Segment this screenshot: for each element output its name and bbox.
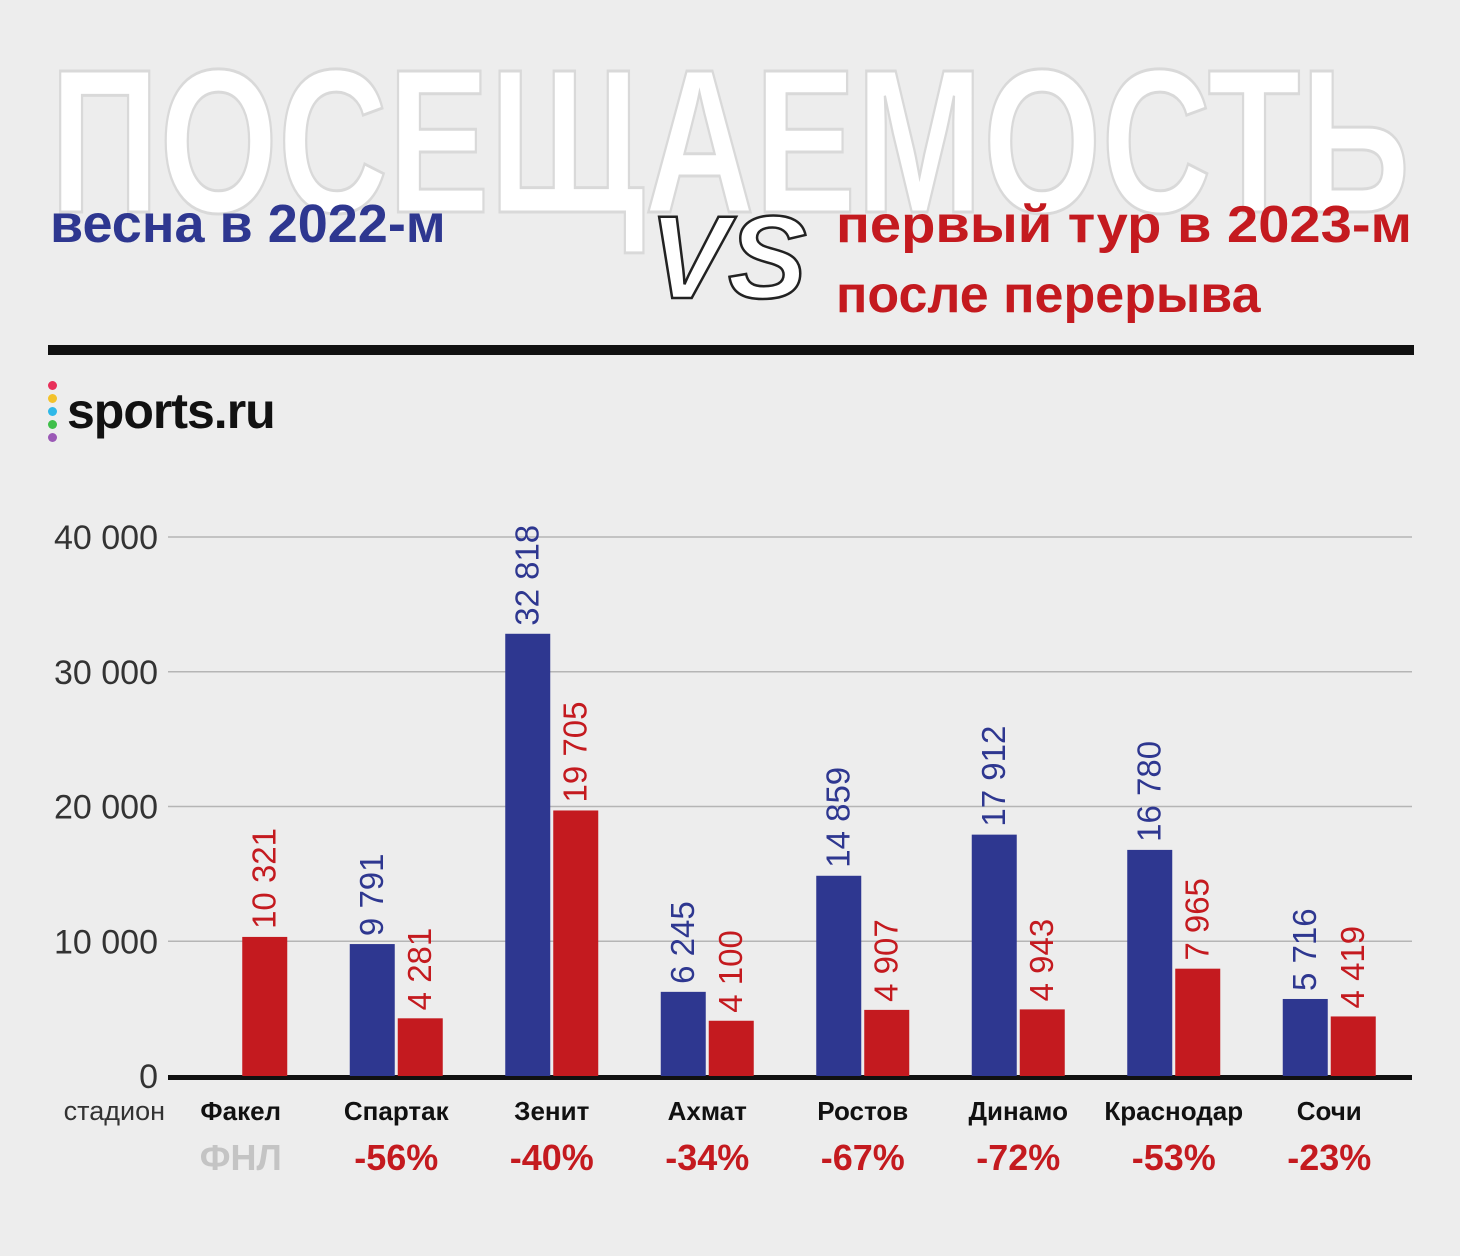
category-label: Факел bbox=[200, 1096, 281, 1126]
change-label: -23% bbox=[1287, 1137, 1371, 1178]
data-label: 6 245 bbox=[664, 901, 701, 984]
data-label: 4 100 bbox=[712, 930, 749, 1013]
change-label: -53% bbox=[1132, 1137, 1216, 1178]
bar bbox=[660, 991, 706, 1076]
bar bbox=[708, 1020, 754, 1076]
bar bbox=[1127, 849, 1173, 1076]
logo-dot bbox=[48, 406, 57, 416]
logo-text: sports.ru bbox=[67, 383, 276, 439]
category-label: Ахмат bbox=[668, 1096, 748, 1126]
y-tick-label: 10 000 bbox=[54, 923, 158, 961]
bar bbox=[1019, 1009, 1065, 1076]
data-label: 16 780 bbox=[1131, 741, 1168, 842]
data-label: 17 912 bbox=[975, 726, 1012, 827]
x-axis-label: стадион bbox=[64, 1096, 165, 1126]
category-label: Спартак bbox=[344, 1096, 450, 1126]
change-label: -72% bbox=[976, 1137, 1060, 1178]
category-label: Зенит bbox=[514, 1096, 589, 1126]
category-label: Динамо bbox=[969, 1096, 1068, 1126]
bar bbox=[505, 633, 551, 1076]
change-label: -40% bbox=[510, 1137, 594, 1178]
bar bbox=[1175, 968, 1221, 1076]
bars-layer bbox=[242, 633, 1376, 1076]
logo-dot bbox=[48, 419, 57, 429]
y-tick-label: 0 bbox=[139, 1058, 158, 1096]
logo-dot bbox=[48, 432, 57, 442]
bar bbox=[1330, 1016, 1376, 1076]
vs-mark: VS bbox=[649, 192, 806, 324]
data-label: 7 965 bbox=[1179, 878, 1216, 961]
page-title: ПОСЕЩАЕМОСТЬ bbox=[50, 27, 1410, 256]
bar bbox=[349, 944, 395, 1076]
bar bbox=[397, 1018, 443, 1076]
y-tick-label: 40 000 bbox=[54, 519, 158, 557]
sports-ru-logo: sports.ru bbox=[48, 376, 276, 446]
data-label: 14 859 bbox=[820, 767, 857, 868]
change-label: -67% bbox=[821, 1137, 905, 1178]
data-label: 5 716 bbox=[1286, 908, 1323, 991]
bar bbox=[553, 810, 599, 1076]
data-label: 4 943 bbox=[1023, 919, 1060, 1002]
left-caption: весна в 2022-м bbox=[50, 194, 446, 254]
bar bbox=[971, 834, 1017, 1076]
bar bbox=[1282, 998, 1328, 1076]
right-caption-line1: первый тур в 2023-м bbox=[836, 196, 1412, 254]
category-label: Сочи bbox=[1297, 1096, 1362, 1126]
logo-dot bbox=[48, 380, 57, 390]
change-label: ФНЛ bbox=[200, 1137, 282, 1178]
data-label: 4 419 bbox=[1334, 926, 1371, 1009]
category-label: Краснодар bbox=[1104, 1096, 1243, 1126]
data-label: 19 705 bbox=[557, 702, 594, 803]
data-label: 10 321 bbox=[246, 828, 283, 929]
data-label: 4 907 bbox=[868, 919, 905, 1002]
logo-dots bbox=[48, 380, 57, 442]
right-caption-line2: после перерыва bbox=[836, 266, 1262, 324]
bar bbox=[864, 1009, 910, 1076]
labels-layer: 10 321 Факел ФНЛ 9 791 4 281 Спартак -56% 32 81… bbox=[200, 525, 1372, 1178]
y-tick-label: 20 000 bbox=[54, 789, 158, 827]
grid-layer: 0 10 000 20 000 30 000 40 000 bbox=[54, 519, 1412, 1096]
y-tick-label: 30 000 bbox=[54, 654, 158, 692]
x-axis-line bbox=[168, 1075, 1412, 1080]
change-label: -56% bbox=[354, 1137, 438, 1178]
category-label: Ростов bbox=[817, 1096, 908, 1126]
header: ПОСЕЩАЕМОСТЬ весна в 2022-м VS первый ту… bbox=[48, 26, 1414, 355]
data-label: 32 818 bbox=[509, 525, 546, 626]
data-label: 9 791 bbox=[353, 853, 390, 936]
logo-dot bbox=[48, 393, 57, 403]
data-label: 4 281 bbox=[401, 928, 438, 1011]
change-label: -34% bbox=[665, 1137, 749, 1178]
bar bbox=[816, 875, 862, 1076]
bar bbox=[242, 936, 288, 1076]
header-divider bbox=[48, 345, 1414, 355]
